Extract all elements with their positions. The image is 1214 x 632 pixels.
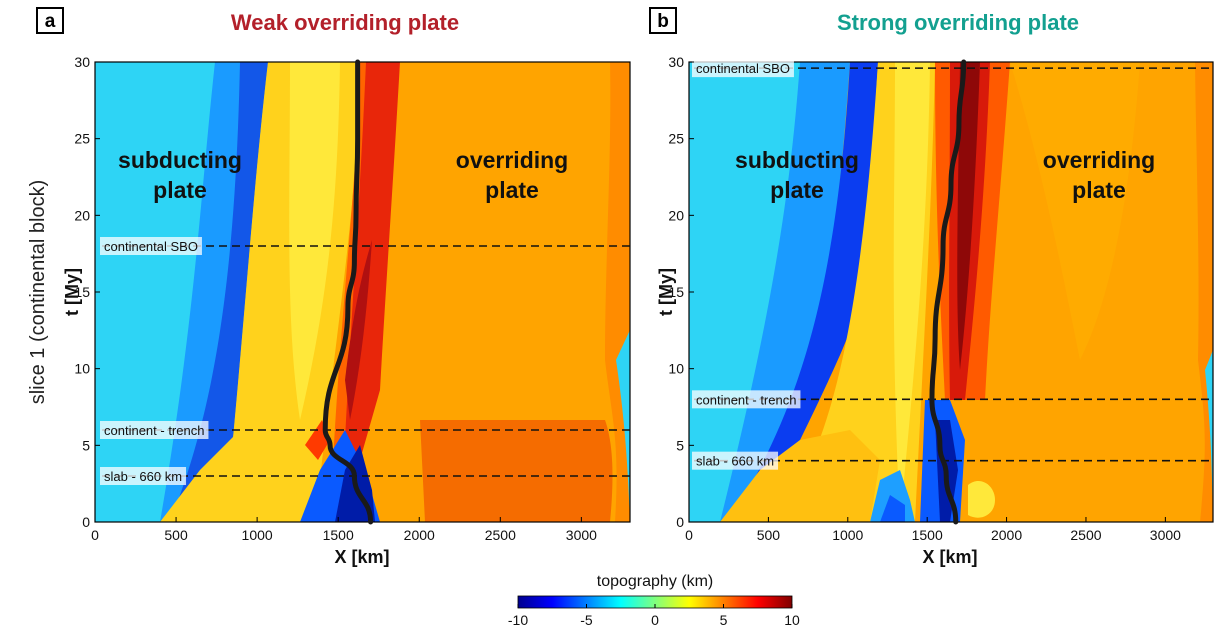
x-tick-label: 500 <box>757 527 781 543</box>
colorbar-tick-label: -5 <box>580 612 593 628</box>
x-tick-label: 0 <box>91 527 99 543</box>
y-tick-label: 25 <box>668 131 684 147</box>
overriding-plate-label-line1: overriding <box>1043 147 1155 173</box>
x-tick-label: 2500 <box>485 527 516 543</box>
subducting-plate-label-line2: plate <box>770 177 824 203</box>
x-tick-label: 500 <box>164 527 188 543</box>
y-tick-label: 0 <box>676 514 684 530</box>
colorbar-label: topography (km) <box>597 573 714 590</box>
trench-path <box>929 59 967 525</box>
y-axis-label: t [My] <box>62 268 82 316</box>
y-tick-label: 30 <box>668 54 684 70</box>
colorbar-tick-label: 10 <box>784 612 800 628</box>
event-label-bg <box>692 59 794 78</box>
event-label: continent - trench <box>696 392 796 407</box>
colorbar: topography (km) -10 -5 0 5 10 <box>508 573 800 628</box>
heatmap <box>689 62 1213 522</box>
x-tick-label: 3000 <box>566 527 597 543</box>
event-label: continent - trench <box>104 423 204 438</box>
event-label: continental SBO <box>104 239 198 254</box>
subducting-plate-label-line1: subducting <box>735 147 859 173</box>
overriding-plate-label-line2: plate <box>1072 177 1126 203</box>
x-tick-label: 1000 <box>832 527 863 543</box>
event-label-bg <box>692 451 779 470</box>
y-tick-label: 5 <box>82 437 90 453</box>
event-label: continental SBO <box>696 61 790 76</box>
x-tick-label: 3000 <box>1150 527 1181 543</box>
event-label-bg <box>100 421 209 439</box>
y-tick-label: 5 <box>676 437 684 453</box>
y-tick-label: 10 <box>668 361 684 377</box>
y-tick-label: 15 <box>668 284 684 300</box>
overriding-plate-label-line1: overriding <box>456 147 568 173</box>
x-tick-label: 1500 <box>323 527 354 543</box>
y-tick-label: 20 <box>74 207 90 223</box>
event-lines: continental SBO continent - trench slab - … <box>692 59 1213 470</box>
overriding-plate-label-line2: plate <box>485 177 539 203</box>
x-tick-label: 2500 <box>1070 527 1101 543</box>
y-axis-ticks: 0 5 10 15 20 25 30 <box>74 54 100 530</box>
colorbar-tick-label: -10 <box>508 612 528 628</box>
event-label-bg <box>100 237 202 255</box>
trench-path <box>322 59 374 525</box>
y-tick-label: 0 <box>82 514 90 530</box>
subducting-plate-label-line2: plate <box>153 177 207 203</box>
panel-letter-box <box>36 7 64 34</box>
event-lines: continental SBO continent - trench slab - … <box>100 237 630 485</box>
x-tick-label: 1500 <box>912 527 943 543</box>
y-axis-ticks: 0 5 10 15 20 25 30 <box>668 54 694 530</box>
x-tick-label: 2000 <box>404 527 435 543</box>
y-tick-label: 20 <box>668 207 684 223</box>
side-label: slice 1 (continental block) <box>27 180 49 405</box>
panel-letter-box <box>649 7 677 34</box>
colorbar-ticks: -10 -5 0 5 10 <box>508 604 800 628</box>
x-axis-label: X [km] <box>922 547 977 567</box>
y-axis-label: t [My] <box>656 268 676 316</box>
heatmap <box>95 62 630 522</box>
x-tick-label: 2000 <box>991 527 1022 543</box>
chart-title: Strong overriding plate <box>837 10 1079 35</box>
event-label: slab - 660 km <box>696 454 774 469</box>
y-tick-label: 30 <box>74 54 90 70</box>
y-tick-label: 10 <box>74 361 90 377</box>
colorbar-tick-label: 0 <box>651 612 659 628</box>
panel-b: b Strong overriding plate continental SB… <box>649 7 1214 567</box>
y-tick-label: 25 <box>74 131 90 147</box>
x-axis-ticks: 0 500 1000 1500 2000 2500 3000 <box>91 517 597 543</box>
colorbar-tick-label: 5 <box>720 612 728 628</box>
x-axis-label: X [km] <box>334 547 389 567</box>
y-tick-label: 15 <box>74 284 90 300</box>
panel-a: a Weak overriding plate continental SBOc… <box>36 7 631 567</box>
x-tick-label: 1000 <box>242 527 273 543</box>
panel-letter: a <box>45 11 56 32</box>
chart-title: Weak overriding plate <box>231 10 459 35</box>
event-label-bg <box>692 390 801 409</box>
x-tick-label: 0 <box>685 527 693 543</box>
x-axis-ticks: 0 500 1000 1500 2000 2500 3000 <box>685 517 1181 543</box>
event-label-bg <box>100 467 187 485</box>
trench-line <box>322 59 374 525</box>
event-label: slab - 660 km <box>104 469 182 484</box>
panel-letter: b <box>657 11 669 32</box>
subducting-plate-label-line1: subducting <box>118 147 242 173</box>
trench-line <box>929 59 967 525</box>
